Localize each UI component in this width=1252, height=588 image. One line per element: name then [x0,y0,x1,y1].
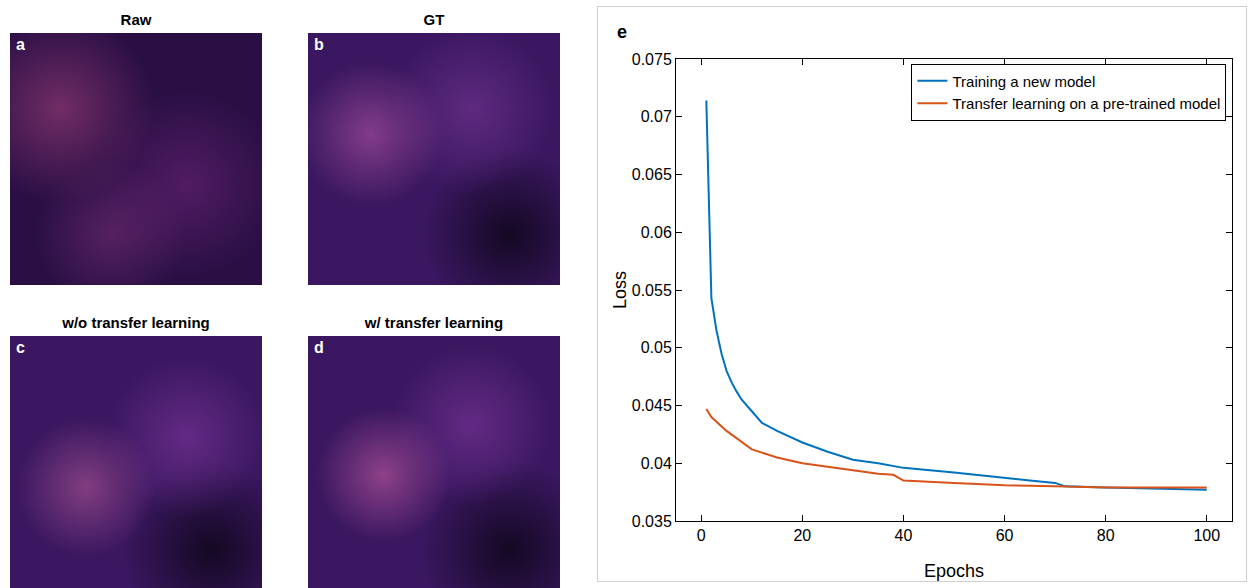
svg-text:e: e [617,22,627,42]
html-text:w/ transfer learning: w/ transfer learning [364,314,504,331]
svg-text:Loss: Loss [610,271,630,309]
svg-text:0.035: 0.035 [632,513,672,530]
svg-text:0.045: 0.045 [632,397,672,414]
svg-text:0.06: 0.06 [641,224,672,241]
html-text:a: a [16,36,25,53]
svg-text:0.055: 0.055 [632,282,672,299]
svg-text:40: 40 [895,527,913,544]
html-text:c: c [16,339,25,356]
svg-text:0.07: 0.07 [641,108,672,125]
html-text:GT: GT [423,11,445,28]
svg-text:Epochs: Epochs [924,561,984,581]
svg-text:100: 100 [1193,527,1220,544]
svg-text:0.065: 0.065 [632,166,672,183]
html-text:w/o transfer learning: w/o transfer learning [62,314,210,331]
html-text:d: d [314,339,324,356]
svg-text:0.04: 0.04 [641,455,672,472]
svg-text:0.05: 0.05 [641,339,672,356]
svg-text:0: 0 [697,527,706,544]
svg-text:Training a new model: Training a new model [952,73,1095,90]
svg-text:80: 80 [1097,527,1115,544]
svg-text:0.075: 0.075 [632,51,672,68]
svg-text:60: 60 [996,527,1014,544]
svg-text:Transfer learning on a pre-tra: Transfer learning on a pre-trained model [952,95,1220,112]
svg-text:20: 20 [793,527,811,544]
html-text:b: b [314,36,324,53]
html-text:Raw: Raw [120,11,152,28]
